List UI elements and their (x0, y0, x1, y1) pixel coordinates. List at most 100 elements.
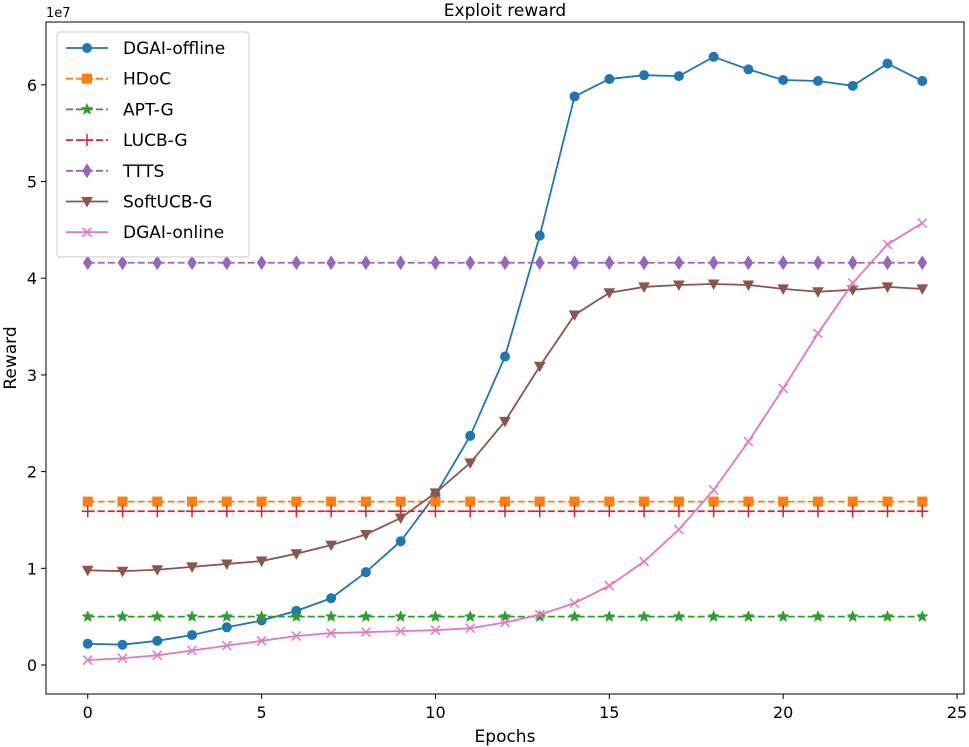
data-point-dgai-online (256, 635, 267, 646)
data-point-softucb-g (707, 279, 720, 291)
legend-entry-dgai-online: DGAI-online (66, 223, 224, 243)
series-lucb-g (81, 505, 929, 518)
data-point-hdoc (812, 496, 823, 507)
legend-label-lucb-g: LUCB-G (123, 131, 188, 151)
data-point-ttts (222, 255, 232, 271)
data-point-dgai-offline (360, 567, 371, 578)
data-point-ttts (778, 255, 788, 271)
data-point-hdoc (778, 496, 789, 507)
data-point-softucb-g (186, 562, 198, 573)
data-point-softucb-g (81, 565, 94, 577)
y-tick-label: 1 (27, 559, 37, 578)
data-point-dgai-offline (917, 75, 928, 86)
y-tick-label: 2 (27, 463, 37, 482)
data-point-dgai-online (499, 617, 511, 628)
legend-marker-hdoc (82, 73, 92, 84)
data-point-ttts (534, 255, 545, 271)
data-point-dgai-online (360, 627, 371, 638)
data-point-dgai-online (708, 484, 719, 496)
legend-entry-dgai-offline: DGAI-offline (66, 39, 225, 59)
series-dgai-offline (82, 51, 928, 650)
data-point-softucb-g (499, 416, 511, 428)
data-point-hdoc (569, 496, 580, 507)
series-softucb-g (81, 279, 929, 578)
data-point-softucb-g (533, 361, 546, 373)
data-point-lucb-g (533, 505, 546, 518)
legend-marker-softucb-g (81, 197, 93, 208)
data-point-apt-g (394, 609, 408, 623)
data-point-hdoc (500, 496, 510, 507)
data-point-apt-g (463, 609, 477, 623)
data-point-hdoc (882, 496, 893, 507)
data-point-dgai-online (82, 655, 93, 666)
data-point-hdoc (708, 496, 719, 507)
series-apt-g (81, 609, 929, 623)
data-point-lucb-g (359, 505, 372, 518)
series-layer (81, 51, 929, 666)
data-point-hdoc (152, 496, 163, 507)
data-point-lucb-g (151, 505, 164, 518)
data-point-lucb-g (707, 505, 720, 518)
x-tick-label: 0 (83, 703, 93, 722)
axes-frame (45, 21, 965, 695)
data-point-lucb-g (186, 505, 199, 518)
data-point-softucb-g (325, 540, 337, 552)
data-point-dgai-offline (812, 75, 823, 86)
data-point-dgai-online (326, 628, 337, 639)
data-point-lucb-g (568, 505, 581, 518)
data-point-lucb-g (916, 505, 929, 518)
y-tick-label: 6 (27, 76, 37, 95)
data-point-lucb-g (846, 505, 859, 518)
data-point-hdoc (221, 496, 232, 507)
data-point-lucb-g (881, 505, 894, 518)
data-point-ttts (604, 255, 615, 271)
legend-label-dgai-offline: DGAI-offline (123, 39, 225, 59)
data-point-softucb-g (429, 488, 442, 499)
data-point-dgai-offline (604, 74, 615, 85)
data-point-apt-g (672, 609, 686, 623)
data-point-softucb-g (673, 280, 685, 292)
data-point-softucb-g (360, 529, 372, 541)
data-point-ttts (361, 255, 371, 271)
data-point-dgai-offline (500, 351, 510, 362)
data-point-lucb-g (116, 505, 129, 518)
data-point-dgai-offline (639, 70, 650, 81)
legend: DGAI-offline HDoC APT-G LUCB-G TTTS SoftUCB-G… (56, 31, 250, 258)
data-point-hdoc (291, 496, 302, 507)
data-point-dgai-offline (778, 75, 789, 86)
data-point-ttts (152, 255, 163, 271)
data-point-dgai-offline (152, 635, 163, 646)
data-point-ttts (743, 255, 754, 271)
data-point-apt-g (290, 609, 303, 623)
data-point-ttts (500, 255, 510, 271)
data-point-ttts (569, 255, 580, 271)
data-point-apt-g (429, 609, 442, 623)
data-point-lucb-g (777, 505, 790, 518)
data-point-dgai-online (604, 580, 615, 591)
data-point-ttts (256, 255, 267, 271)
data-point-hdoc (639, 496, 650, 507)
data-point-hdoc (256, 496, 267, 507)
legend-marker-ttts (82, 163, 92, 179)
data-point-dgai-online (778, 383, 789, 394)
legend-entry-apt-g: APT-G (66, 100, 174, 120)
y-axis-label: Reward (1, 326, 21, 389)
axes-layer: 0 5 10 15 20 25 0 1 2 3 4 5 6 (27, 21, 967, 722)
x-tick-label: 5 (256, 703, 266, 722)
data-point-softucb-g (638, 282, 650, 293)
data-point-hdoc (743, 496, 754, 507)
data-point-hdoc (360, 496, 371, 507)
data-point-ttts (917, 255, 928, 271)
data-point-apt-g (533, 609, 547, 623)
data-point-hdoc (917, 496, 928, 507)
data-point-hdoc (82, 496, 93, 507)
data-point-hdoc (847, 496, 858, 507)
data-point-dgai-offline (395, 536, 406, 547)
data-point-hdoc (117, 496, 128, 507)
y-tick-label: 3 (27, 366, 37, 385)
legend-label-dgai-online: DGAI-online (123, 223, 224, 243)
data-point-dgai-offline (326, 593, 337, 604)
data-point-apt-g (811, 609, 825, 623)
x-tick-label: 10 (425, 703, 445, 722)
legend-label-softucb-g: SoftUCB-G (123, 193, 212, 213)
